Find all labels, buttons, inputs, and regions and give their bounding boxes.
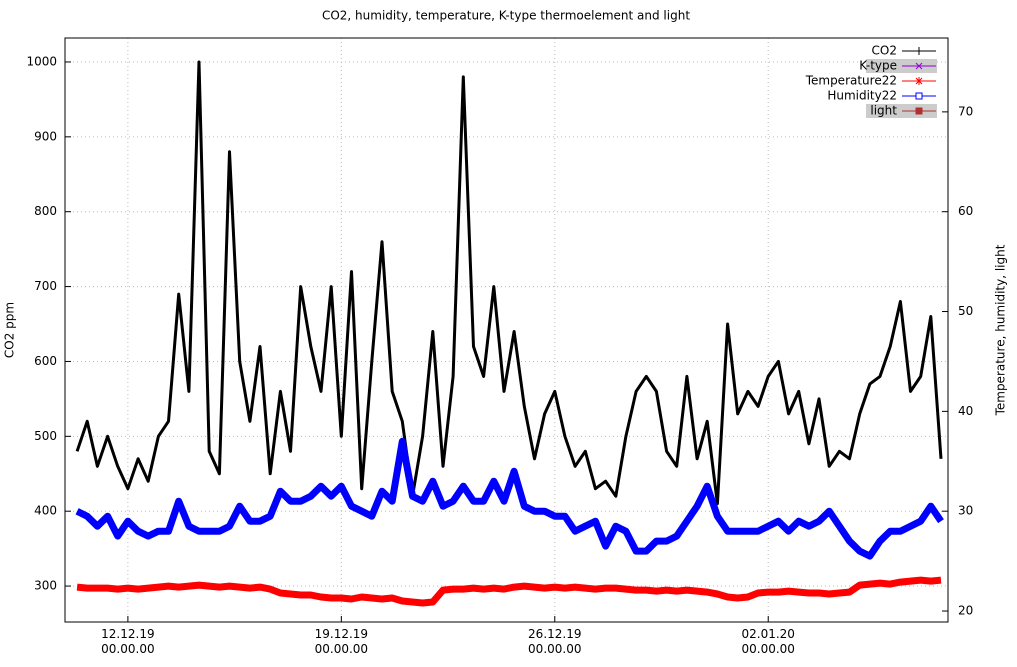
y-tick-label: 1000 [26, 54, 57, 68]
legend-marker [915, 107, 923, 115]
series-line [76, 576, 942, 607]
y-tick-label: 700 [34, 279, 57, 293]
y2-tick-label: 70 [958, 104, 973, 118]
y-tick-label: 300 [34, 579, 57, 593]
y-tick-label: 900 [34, 129, 57, 143]
y2-tick-label: 30 [958, 504, 973, 518]
x-tick-label: 26.12.19 00.00.00 [528, 627, 582, 656]
y2-tick-label: 60 [958, 204, 973, 218]
legend-label: Humidity22 [827, 89, 897, 103]
plot-border [64, 37, 949, 623]
x-tick-label: 12.12.19 00.00.00 [101, 627, 155, 656]
legend-label: CO2 [872, 44, 897, 58]
y-tick-label: 400 [34, 504, 57, 518]
series-line [75, 437, 944, 560]
legend-marker [915, 92, 923, 100]
x-tick-label: 19.12.19 00.00.00 [314, 627, 369, 656]
x-tick-label: 02.01.20 00.00.00 [741, 627, 795, 656]
chart-title: CO2, humidity, temperature, K-type therm… [322, 9, 690, 23]
legend-marker [915, 62, 923, 70]
legend-marker [915, 47, 923, 55]
y2-tick-label: 50 [958, 304, 973, 318]
series-line [75, 60, 943, 506]
legend-hidden-bg [866, 59, 937, 73]
y-tick-label: 600 [34, 354, 57, 368]
y-tick-label: 500 [34, 429, 57, 443]
y-axis-label: CO2 ppm [3, 302, 17, 358]
y2-tick-label: 40 [958, 404, 973, 418]
legend-label: Temperature22 [805, 74, 897, 88]
y2-axis-label: Temperature, humidity, light [994, 244, 1008, 416]
y2-tick-label: 20 [958, 604, 973, 618]
y-tick-label: 800 [34, 204, 57, 218]
legend-marker [915, 77, 923, 85]
legend-label: light [870, 104, 897, 118]
legend-label: K-type [859, 59, 897, 73]
